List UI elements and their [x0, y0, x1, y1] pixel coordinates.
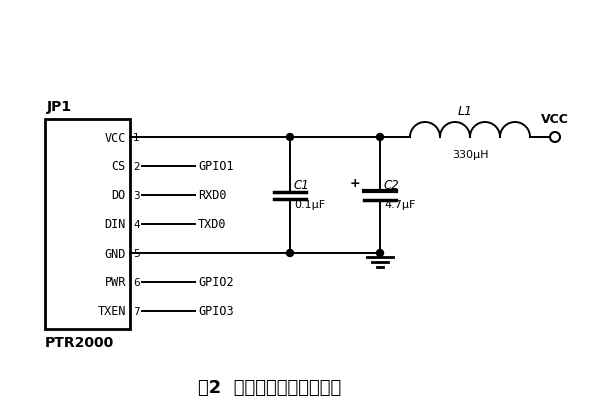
Text: 2: 2 — [133, 162, 140, 172]
Text: 1: 1 — [133, 133, 140, 143]
Text: 图2  无线通信模块接口电路: 图2 无线通信模块接口电路 — [199, 378, 342, 396]
Circle shape — [287, 134, 293, 141]
Text: L1: L1 — [458, 105, 472, 118]
Text: JP1: JP1 — [47, 100, 72, 114]
Text: 330μH: 330μH — [452, 150, 488, 160]
Text: 4.7μF: 4.7μF — [384, 200, 415, 209]
Text: 0.1μF: 0.1μF — [294, 200, 325, 209]
Text: RXD0: RXD0 — [198, 189, 227, 202]
Circle shape — [287, 250, 293, 257]
Bar — [45, 120, 130, 329]
Text: CS: CS — [112, 160, 126, 173]
Text: +: + — [349, 177, 360, 190]
Text: GND: GND — [104, 247, 126, 260]
Text: 5: 5 — [133, 248, 140, 258]
Text: C1: C1 — [294, 179, 310, 191]
Text: 6: 6 — [133, 277, 140, 287]
Text: PWR: PWR — [104, 276, 126, 289]
Text: TXD0: TXD0 — [198, 218, 227, 231]
Text: VCC: VCC — [104, 131, 126, 144]
Text: 7: 7 — [133, 306, 140, 316]
Text: VCC: VCC — [541, 113, 569, 126]
Text: GPIO2: GPIO2 — [198, 276, 233, 289]
Text: GPIO1: GPIO1 — [198, 160, 233, 173]
Text: 3: 3 — [133, 191, 140, 200]
Circle shape — [376, 134, 384, 141]
Text: C2: C2 — [384, 179, 400, 191]
Text: GPIO3: GPIO3 — [198, 305, 233, 318]
Text: DO: DO — [112, 189, 126, 202]
Text: PTR2000: PTR2000 — [45, 335, 114, 349]
Text: DIN: DIN — [104, 218, 126, 231]
Text: 4: 4 — [133, 220, 140, 229]
Text: TXEN: TXEN — [98, 305, 126, 318]
Circle shape — [376, 250, 384, 257]
